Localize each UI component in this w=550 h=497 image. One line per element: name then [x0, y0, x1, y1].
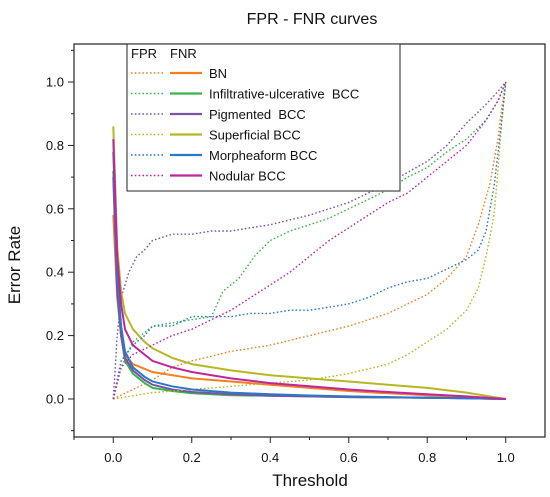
- fnr-curve-pigmented-bcc: [112, 177, 506, 400]
- x-axis-title: Threshold: [272, 471, 348, 490]
- y-tick-label: 0.4: [46, 265, 64, 280]
- x-tick-label: 0.6: [340, 450, 358, 465]
- x-tick-label: 0.2: [183, 450, 201, 465]
- fnr-curve-nodular-bcc: [112, 139, 506, 400]
- legend: FPR FNR BN Infiltrative-ulcerative BCC Pig…: [126, 43, 401, 192]
- fnr-curve-morpheaform-bcc: [112, 151, 506, 400]
- fnr-curve-bn: [112, 215, 506, 400]
- legend-header-fnr: FNR: [170, 46, 197, 61]
- legend-label-infiltrative-ulcerative-bcc: Infiltrative-ulcerative BCC: [209, 87, 359, 102]
- chart-title: FPR - FNR curves: [247, 11, 378, 28]
- legend-header-fpr: FPR: [131, 46, 157, 61]
- y-tick-label: 0.6: [46, 201, 64, 216]
- x-axis: 0.0 0.2 0.4 0.6 0.8 1.0: [73, 437, 515, 465]
- y-axis: 0.0 0.2 0.4 0.6 0.8 1.0: [46, 49, 74, 432]
- x-tick-label: 0.0: [104, 450, 122, 465]
- fpr-curve-bn: [112, 81, 507, 400]
- y-tick-label: 0.8: [46, 138, 64, 153]
- fpr-curve-pigmented-bcc: [112, 81, 507, 400]
- legend-label-morpheaform-bcc: Morpheaform BCC: [209, 148, 317, 163]
- fpr-curve-infiltrative-ulcerative-bcc: [112, 81, 507, 400]
- legend-label-nodular-bcc: Nodular BCC: [209, 169, 286, 184]
- legend-label-superficial-bcc: Superficial BCC: [209, 128, 301, 143]
- legend-label-pigmented-bcc: Pigmented BCC: [209, 107, 306, 122]
- fnr-curve-infiltrative-ulcerative-bcc: [112, 170, 506, 400]
- fnr-curve-superficial-bcc: [112, 126, 506, 400]
- fpr-curve-morpheaform-bcc: [112, 81, 507, 400]
- y-axis-title: Error Rate: [5, 226, 24, 304]
- y-tick-label: 0.0: [46, 391, 64, 406]
- legend-box: [126, 43, 401, 192]
- x-tick-label: 1.0: [497, 450, 515, 465]
- curves: [112, 81, 507, 400]
- x-tick-label: 0.8: [418, 450, 436, 465]
- legend-label-bn: BN: [209, 66, 227, 81]
- x-tick-label: 0.4: [261, 450, 279, 465]
- y-tick-label: 1.0: [46, 75, 64, 90]
- y-tick-label: 0.2: [46, 328, 64, 343]
- legend-rows: BN Infiltrative-ulcerative BCC Pigmented B…: [131, 66, 359, 184]
